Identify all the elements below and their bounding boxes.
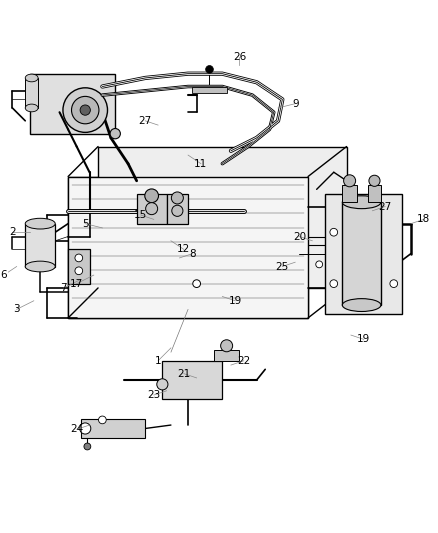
- Text: 3: 3: [13, 304, 20, 314]
- Text: 1: 1: [155, 356, 161, 366]
- Bar: [192, 86, 226, 93]
- Circle shape: [221, 340, 233, 352]
- Text: 9: 9: [292, 99, 299, 109]
- Bar: [343, 185, 357, 202]
- Polygon shape: [68, 176, 308, 318]
- Ellipse shape: [25, 74, 38, 82]
- Text: 27: 27: [378, 201, 392, 212]
- Circle shape: [206, 66, 213, 73]
- Circle shape: [75, 254, 83, 262]
- Text: 19: 19: [357, 334, 371, 344]
- Bar: [137, 193, 166, 224]
- Circle shape: [172, 205, 183, 216]
- Circle shape: [344, 175, 356, 187]
- Bar: [166, 193, 188, 224]
- Circle shape: [99, 416, 106, 424]
- Polygon shape: [68, 176, 308, 318]
- Ellipse shape: [25, 261, 55, 272]
- Ellipse shape: [25, 104, 38, 112]
- Text: 11: 11: [194, 159, 208, 168]
- Circle shape: [390, 280, 398, 287]
- Text: 21: 21: [177, 369, 191, 378]
- Text: 23: 23: [147, 390, 160, 400]
- Text: 7: 7: [60, 283, 67, 293]
- Circle shape: [369, 175, 380, 187]
- Bar: [343, 202, 381, 305]
- Ellipse shape: [343, 196, 381, 208]
- Bar: [162, 361, 223, 399]
- Circle shape: [80, 423, 91, 434]
- Ellipse shape: [343, 298, 381, 311]
- Circle shape: [145, 189, 159, 203]
- Text: 8: 8: [189, 249, 196, 259]
- Ellipse shape: [25, 219, 55, 229]
- Text: 5: 5: [82, 219, 88, 229]
- Bar: [325, 193, 403, 313]
- Circle shape: [63, 88, 107, 132]
- Text: 18: 18: [417, 214, 431, 224]
- Text: 24: 24: [70, 424, 83, 434]
- Bar: [214, 350, 240, 361]
- Text: 19: 19: [229, 296, 242, 306]
- Bar: [68, 249, 89, 284]
- Text: 2: 2: [9, 227, 16, 237]
- Circle shape: [157, 379, 168, 390]
- Polygon shape: [98, 147, 346, 288]
- Text: 22: 22: [237, 356, 251, 366]
- Bar: [25, 224, 55, 266]
- Circle shape: [171, 192, 184, 204]
- Bar: [368, 185, 381, 202]
- Text: 27: 27: [138, 116, 152, 126]
- Circle shape: [193, 280, 201, 287]
- Circle shape: [146, 203, 158, 215]
- Circle shape: [110, 128, 120, 139]
- Text: 20: 20: [293, 231, 306, 241]
- Text: 25: 25: [276, 262, 289, 271]
- Text: 15: 15: [134, 210, 148, 220]
- Bar: [81, 418, 145, 438]
- Text: 6: 6: [0, 270, 7, 280]
- Text: 26: 26: [233, 52, 246, 61]
- Circle shape: [316, 261, 323, 268]
- Text: 17: 17: [70, 279, 83, 289]
- Bar: [25, 78, 38, 108]
- Bar: [29, 74, 115, 134]
- Circle shape: [75, 267, 83, 274]
- Text: 12: 12: [177, 244, 191, 254]
- Circle shape: [84, 443, 91, 450]
- Circle shape: [330, 280, 338, 287]
- Circle shape: [330, 228, 338, 236]
- Circle shape: [80, 105, 90, 115]
- Circle shape: [71, 96, 99, 124]
